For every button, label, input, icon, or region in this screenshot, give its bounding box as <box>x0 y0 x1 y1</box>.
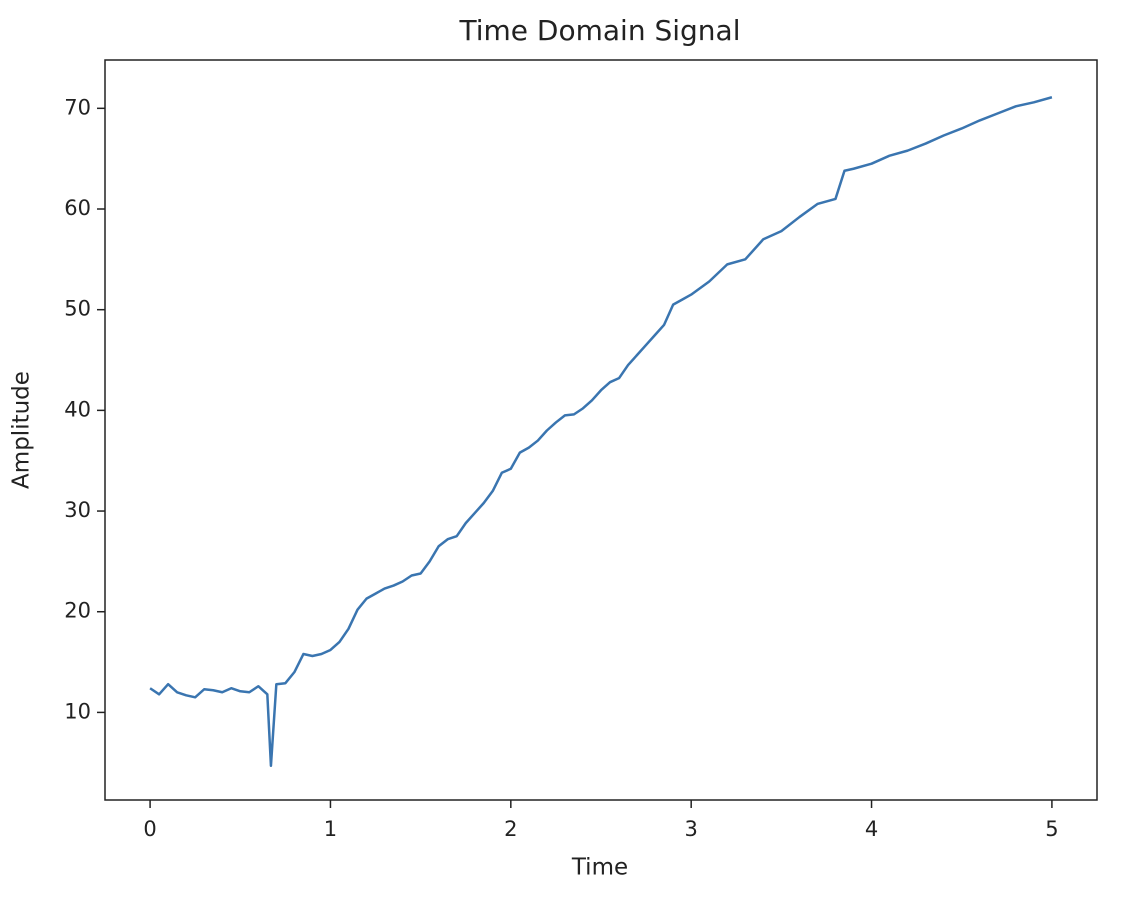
y-tick-label: 70 <box>64 95 91 119</box>
x-axis-label: Time <box>571 855 628 881</box>
x-tick-label: 3 <box>684 817 697 841</box>
line-series <box>149 96 1053 768</box>
y-tick-label: 60 <box>64 196 91 220</box>
y-tick-label: 30 <box>64 498 91 522</box>
chart-title: Time Domain Signal <box>459 14 741 47</box>
y-tick-label: 40 <box>64 397 91 421</box>
x-tick-label: 0 <box>143 817 156 841</box>
x-tick-label: 2 <box>504 817 517 841</box>
y-tick-label: 10 <box>64 699 91 723</box>
x-tick-label: 5 <box>1045 817 1058 841</box>
x-tick-label: 1 <box>324 817 337 841</box>
y-axis-label: Amplitude <box>9 371 35 489</box>
y-tick-label: 50 <box>64 297 91 321</box>
y-tick-label: 20 <box>64 599 91 623</box>
plot-frame <box>104 59 1098 801</box>
x-tick-label: 4 <box>865 817 878 841</box>
